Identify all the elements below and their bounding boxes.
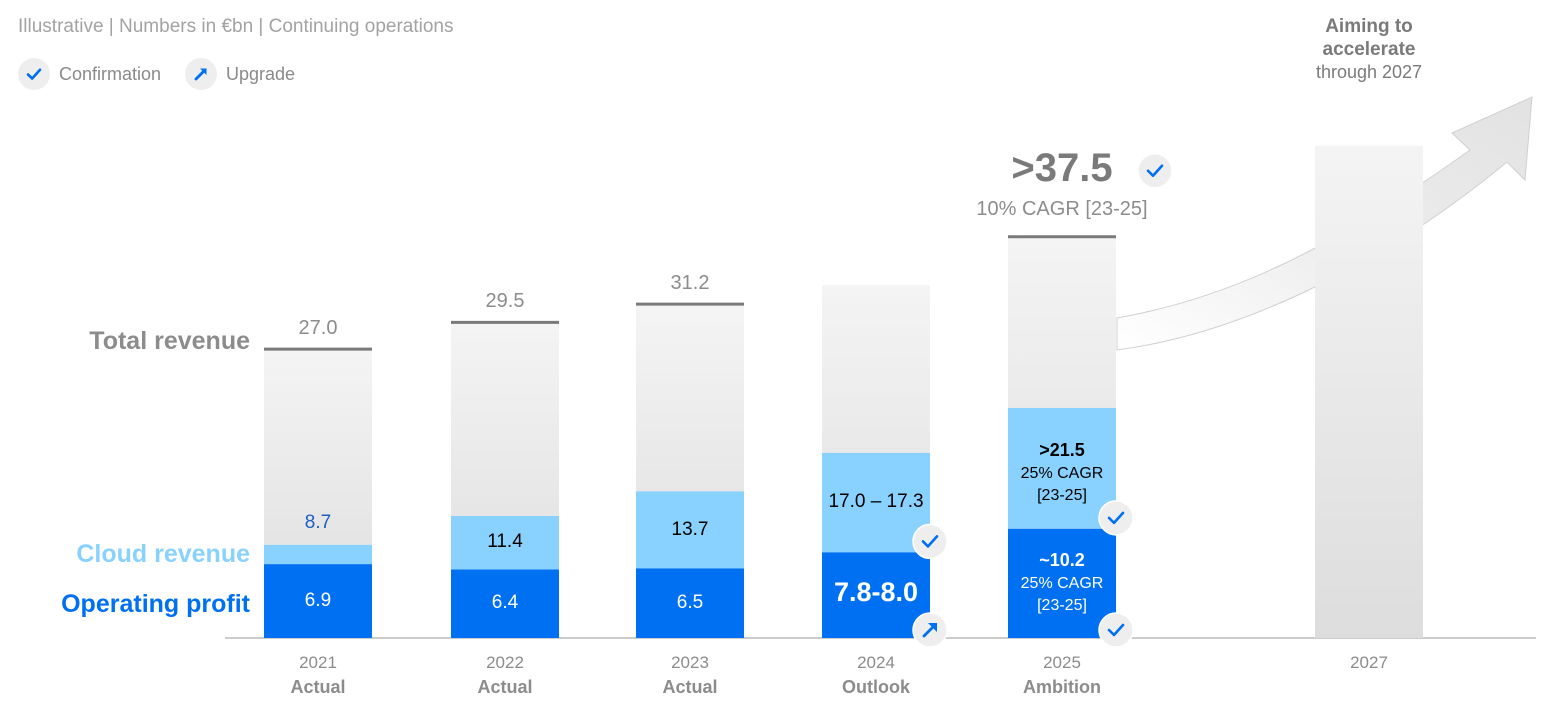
confirmation-badge-cloud-2025 — [1098, 500, 1134, 536]
operating-profit-value-2023: 6.5 — [676, 591, 704, 613]
note-line-2: accelerate — [1322, 38, 1416, 60]
total-revenue-value-2021: 27.0 — [298, 317, 338, 340]
confirmation-badge-total-2025 — [1137, 153, 1173, 189]
year-label-2025: 2025 — [1043, 652, 1081, 672]
operating-profit-cagr-2025: 25% CAGR — [1020, 575, 1104, 593]
operating-profit-bar-2022 — [451, 569, 559, 638]
operating-profit-value-2021: 6.9 — [304, 589, 332, 611]
operating-profit-period-2025: [23-25] — [1037, 597, 1087, 615]
upgrade-badge-op-2024 — [912, 612, 948, 648]
cloud-revenue-bar-2024 — [822, 452, 930, 553]
cloud-revenue-label: Cloud revenue — [76, 540, 250, 568]
year-label-2023: 2023 — [671, 652, 709, 672]
cloud-revenue-bar-2023 — [636, 491, 744, 569]
legend-confirmation: Confirmation — [18, 58, 161, 90]
chart-header: Illustrative | Numbers in €bn | Continui… — [18, 16, 454, 37]
status-label-2025: Ambition — [1023, 677, 1101, 698]
operating-profit-label: Operating profit — [61, 590, 250, 618]
cloud-revenue-bar-2022 — [451, 516, 559, 570]
year-label-2027: 2027 — [1350, 652, 1388, 672]
growth-arrow — [1116, 96, 1533, 351]
cloud-revenue-value-2023: 13.7 — [671, 518, 709, 540]
status-label-2021: Actual — [290, 677, 346, 698]
operating-profit-bar-2025 — [1008, 528, 1116, 638]
year-label-2024: 2024 — [857, 652, 895, 672]
status-label-2023: Actual — [662, 677, 718, 698]
cloud-revenue-value-2022: 11.4 — [487, 531, 523, 553]
total-revenue-bar-2027 — [1315, 145, 1423, 639]
cloud-revenue-cagr-2025: 25% CAGR — [1020, 465, 1104, 483]
note-line-1: Aiming to — [1325, 15, 1413, 37]
note-line-3: through 2027 — [1315, 62, 1423, 83]
operating-profit-bar-2024 — [822, 552, 930, 638]
legend-upgrade: Upgrade — [185, 58, 295, 90]
year-label-2021: 2021 — [299, 652, 337, 672]
total-revenue-value-2022: 29.5 — [485, 290, 525, 313]
cloud-revenue-period-2025: [23-25] — [1037, 487, 1087, 505]
confirmation-badge-op-2025 — [1098, 612, 1134, 648]
upgrade-arrow-icon — [185, 58, 217, 90]
cloud-revenue-value-2025: >21.5 — [1039, 440, 1085, 461]
check-icon — [18, 58, 50, 90]
legend-upgrade-label: Upgrade — [226, 63, 296, 84]
cloud-revenue-bar-2021 — [264, 544, 372, 565]
cloud-revenue-value-2024: 17.0 – 17.3 — [828, 491, 924, 513]
total-revenue-cagr-2025: 10% CAGR [23-25] — [976, 197, 1148, 220]
operating-profit-bar-2021 — [264, 564, 372, 638]
status-label-2024: Outlook — [842, 677, 910, 698]
operating-profit-value-2024: 7.8-8.0 — [833, 577, 919, 607]
operating-profit-bar-2023 — [636, 568, 744, 638]
operating-profit-value-2022: 6.4 — [491, 592, 519, 614]
operating-profit-value-2025: ~10.2 — [1039, 550, 1085, 571]
legend-confirmation-label: Confirmation — [59, 63, 162, 84]
status-label-2022: Actual — [477, 677, 533, 698]
cloud-revenue-value-2021: 8.7 — [304, 511, 332, 533]
year-label-2022: 2022 — [486, 652, 524, 672]
total-revenue-value-2025: >37.5 — [1011, 145, 1113, 190]
total-revenue-value-2023: 31.2 — [670, 272, 710, 295]
cloud-revenue-bar-2025 — [1008, 407, 1116, 529]
confirmation-badge-cloud-2024 — [912, 523, 948, 560]
total-revenue-label: Total revenue — [89, 327, 250, 355]
